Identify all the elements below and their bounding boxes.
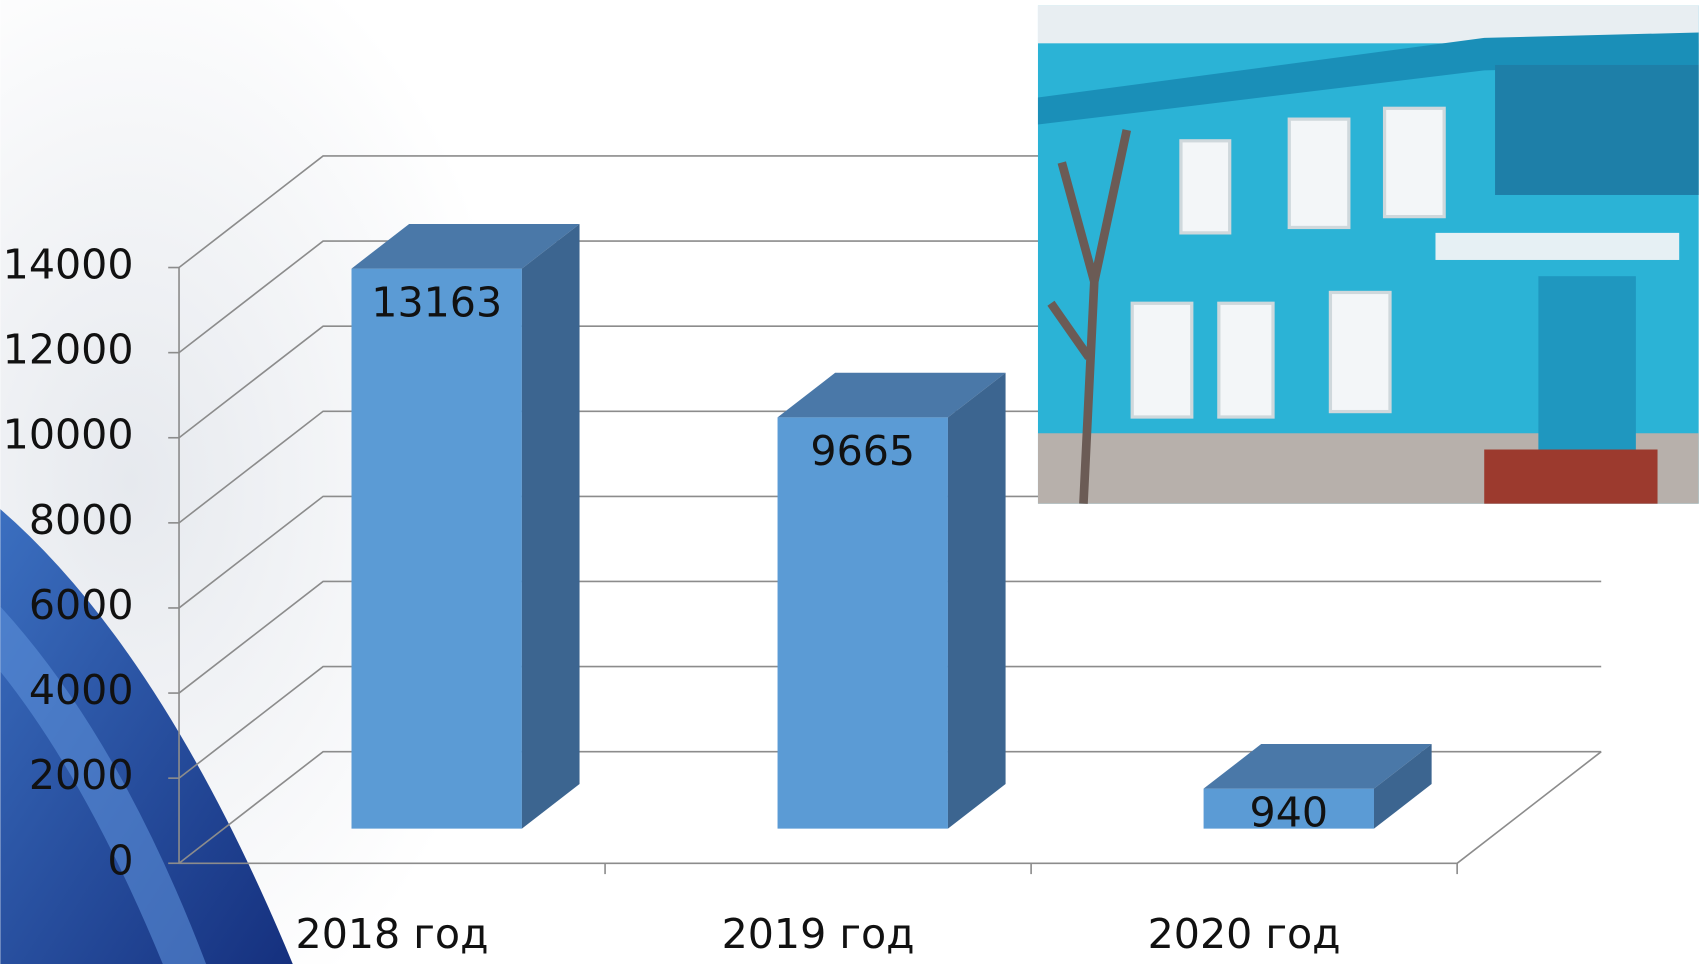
bar-top — [777, 372, 1006, 418]
x-tick-label: 2019 год — [722, 910, 915, 958]
grid-line — [178, 750, 1602, 864]
bar-front — [351, 268, 522, 829]
bar-side — [1373, 744, 1432, 829]
decor-swoosh-light — [0, 606, 207, 964]
bar-top — [351, 223, 580, 269]
y-tick-label: 4000 — [29, 666, 134, 714]
y-tick-label: 12000 — [3, 326, 134, 374]
x-tick-label: 2018 год — [296, 910, 489, 958]
data-label: 13163 — [371, 278, 502, 326]
y-tick-label: 8000 — [29, 496, 134, 544]
data-label: 9665 — [810, 427, 915, 475]
x-tick-label: 2020 год — [1148, 910, 1341, 958]
y-tick-label: 6000 — [29, 581, 134, 629]
bar-front — [1203, 788, 1374, 829]
y-tick-label: 14000 — [3, 241, 134, 289]
photo — [1037, 5, 1699, 504]
grid-line — [178, 665, 1602, 779]
grid-line — [178, 580, 1602, 694]
decor-swoosh — [0, 509, 293, 964]
bar-side — [521, 223, 580, 829]
bar-front — [777, 417, 948, 829]
y-tick-label: 0 — [107, 836, 133, 884]
data-label: 940 — [1250, 789, 1329, 837]
bar-side — [947, 372, 1006, 829]
y-tick-label: 10000 — [3, 411, 134, 459]
bar-top — [1203, 744, 1432, 789]
y-tick-label: 2000 — [29, 751, 134, 799]
